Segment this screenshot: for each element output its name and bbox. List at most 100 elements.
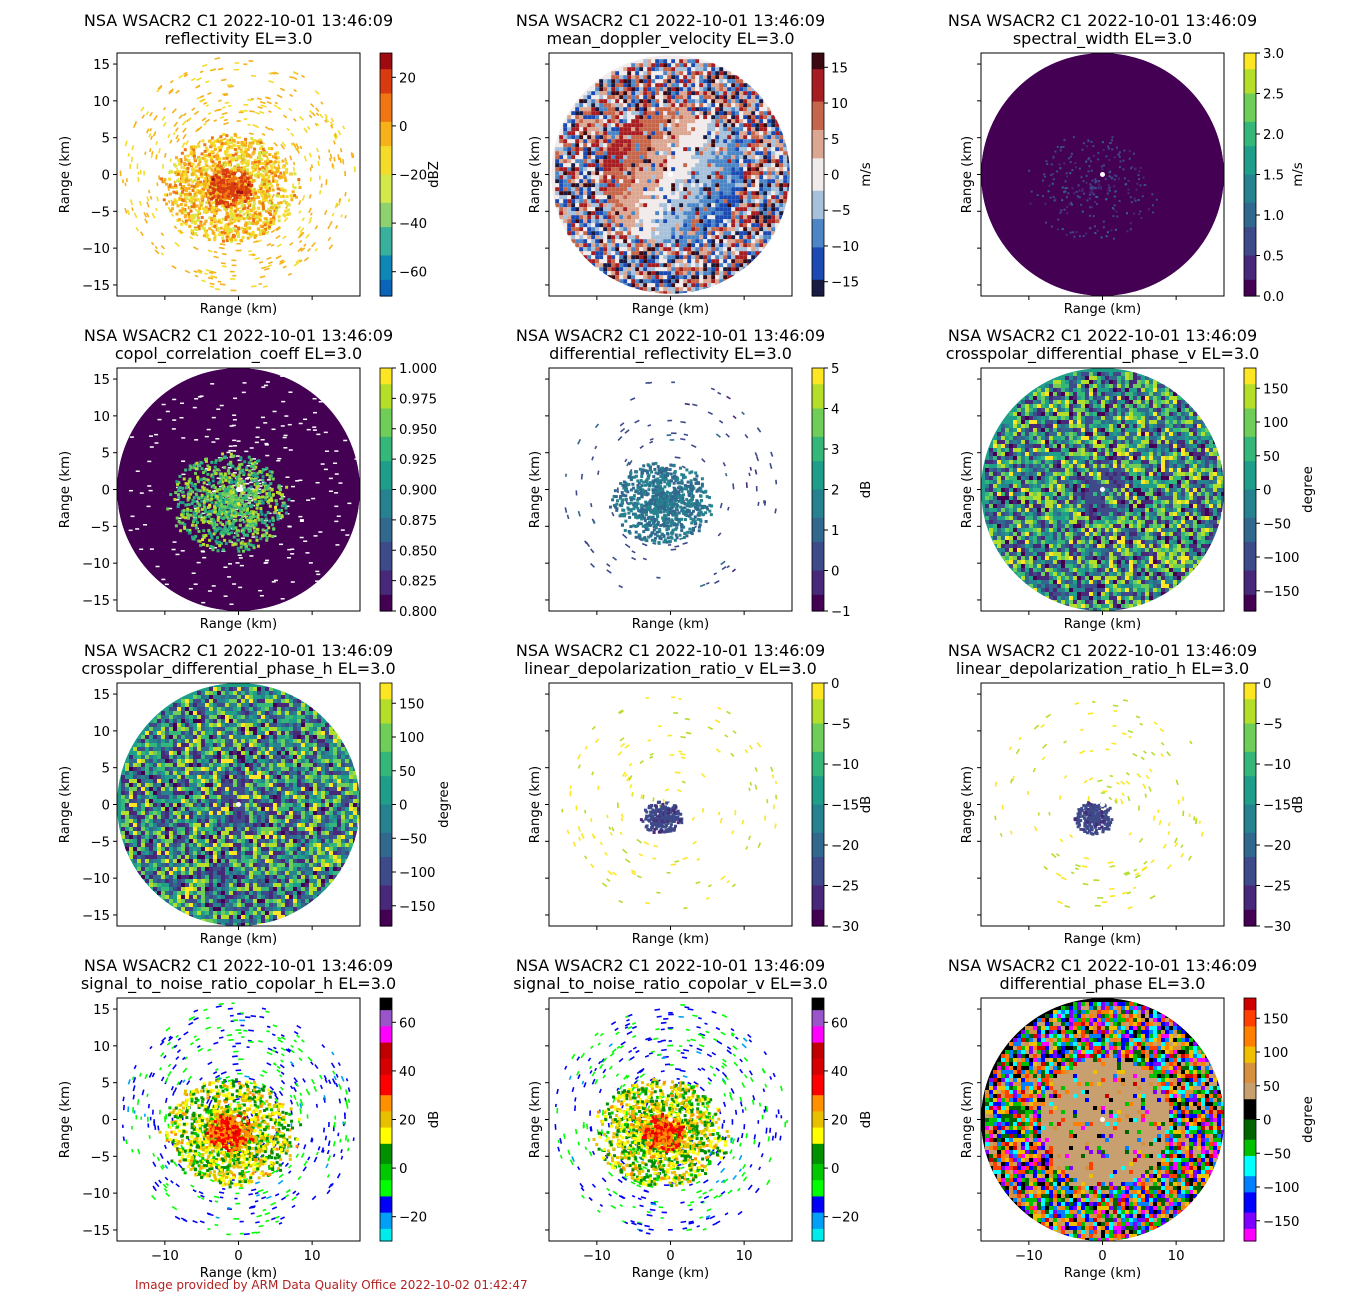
colorbar-tick-label: −100 <box>1263 551 1300 566</box>
colorbar-tick-label: −25 <box>1263 880 1291 895</box>
y-tick-label: 5 <box>102 447 110 462</box>
y-tick-label: 0 <box>102 799 110 814</box>
colorbar-tick-label: 0 <box>831 169 839 184</box>
x-axis-label: Range (km) <box>632 1266 709 1281</box>
panel-7: NSA WSACR2 C1 2022-10-01 13:46:09crosspo… <box>58 641 452 947</box>
colorbar: 0.0 0.5 1.0 1.5 2.0 2.5 3.0 m/s <box>1243 47 1306 305</box>
colorbar-tick-label: −20 <box>399 1211 427 1226</box>
colorbar-tick-label: 10 <box>831 97 848 112</box>
x-tick-label: 10 <box>304 1249 321 1264</box>
y-tick-label: 10 <box>93 1040 110 1055</box>
colorbar-tick-label: 0.825 <box>399 575 437 590</box>
colorbar-tick-label: 0.5 <box>1263 250 1284 265</box>
y-axis-label: Range (km) <box>960 136 975 213</box>
colorbar-tick-label: −30 <box>1263 920 1291 935</box>
x-axis-label: Range (km) <box>1064 302 1141 317</box>
y-axis-label: Range (km) <box>58 766 73 843</box>
colorbar-tick-label: 20 <box>399 71 416 86</box>
colorbar-tick-label: 0 <box>399 799 407 814</box>
colorbar-label: m/s <box>859 162 874 186</box>
radar-location-marker <box>1100 802 1105 807</box>
colorbar-tick-label: 50 <box>1263 1080 1280 1095</box>
x-tick-label: 0 <box>666 1249 674 1264</box>
colorbar-tick-label: 2.0 <box>1263 128 1284 143</box>
colorbar-tick-label: 0 <box>831 1162 839 1177</box>
panel-subtitle: mean_doppler_velocity EL=3.0 <box>547 29 795 49</box>
colorbar-tick-label: 0 <box>1263 484 1271 499</box>
radar-field <box>119 57 356 292</box>
colorbar-tick-label: −10 <box>1263 758 1291 773</box>
colorbar-tick-label: −50 <box>399 832 427 847</box>
panel-title: NSA WSACR2 C1 2022-10-01 13:46:09 <box>516 641 825 660</box>
colorbar-tick-label: 0.900 <box>399 484 437 499</box>
panel-title: NSA WSACR2 C1 2022-10-01 13:46:09 <box>516 326 825 345</box>
colorbar-tick-label: 100 <box>1263 1046 1288 1061</box>
colorbar-tick-label: 0 <box>399 120 407 135</box>
panel-title: NSA WSACR2 C1 2022-10-01 13:46:09 <box>84 956 393 975</box>
y-tick-label: −5 <box>90 1150 110 1165</box>
panel-title: NSA WSACR2 C1 2022-10-01 13:46:09 <box>948 326 1257 345</box>
radar-location-marker <box>236 172 241 177</box>
colorbar-tick-label: 150 <box>1263 1012 1288 1027</box>
x-axis-label: Range (km) <box>1064 617 1141 632</box>
panel-title: NSA WSACR2 C1 2022-10-01 13:46:09 <box>84 11 393 30</box>
panel-3: NSA WSACR2 C1 2022-10-01 13:46:09spectra… <box>948 11 1306 317</box>
colorbar: −15 −10 −5 0 5 10 15 m/s <box>811 52 874 297</box>
radar-location-marker <box>668 172 673 177</box>
colorbar-label: dB <box>859 481 874 499</box>
panel-9: NSA WSACR2 C1 2022-10-01 13:46:09linear_… <box>948 641 1306 947</box>
colorbar-label: degree <box>1301 1096 1316 1143</box>
colorbar: 0.800 0.825 0.850 0.875 0.900 0.925 0.950 0.975… <box>379 362 437 620</box>
colorbar-label: m/s <box>1291 162 1306 186</box>
panel-title: NSA WSACR2 C1 2022-10-01 13:46:09 <box>84 326 393 345</box>
colorbar-tick-label: 0 <box>831 565 839 580</box>
y-tick-label: −15 <box>82 279 110 294</box>
colorbar: −150 −100 −50 0 50 100 150 degree <box>1243 367 1316 612</box>
y-tick-label: −10 <box>82 872 110 887</box>
colorbar-label: degree <box>437 781 452 828</box>
colorbar-tick-label: 150 <box>1263 382 1288 397</box>
colorbar-tick-label: 3 <box>831 443 839 458</box>
radar-location-marker <box>236 802 241 807</box>
y-axis-label: Range (km) <box>960 451 975 528</box>
radar-field <box>121 1002 355 1236</box>
radar-location-marker <box>1100 172 1105 177</box>
colorbar-tick-label: 0 <box>1263 677 1271 692</box>
y-tick-label: −10 <box>82 557 110 572</box>
colorbar-tick-label: 0.950 <box>399 423 437 438</box>
colorbar-tick-label: −1 <box>831 605 851 620</box>
colorbar-tick-label: −150 <box>1263 1215 1300 1230</box>
y-tick-label: 0 <box>102 1114 110 1129</box>
colorbar-tick-label: −25 <box>831 880 859 895</box>
colorbar-tick-label: −100 <box>399 866 436 881</box>
panel-title: NSA WSACR2 C1 2022-10-01 13:46:09 <box>948 641 1257 660</box>
y-axis-label: Range (km) <box>960 1081 975 1158</box>
panel-1: NSA WSACR2 C1 2022-10-01 13:46:09reflect… <box>58 11 442 317</box>
colorbar-tick-label: −40 <box>399 217 427 232</box>
y-axis-label: Range (km) <box>58 1081 73 1158</box>
colorbar-tick-label: 1 <box>831 524 839 539</box>
y-tick-label: −10 <box>82 1187 110 1202</box>
colorbar-tick-label: −15 <box>831 799 859 814</box>
colorbar: −150 −100 −50 0 50 100 150 degree <box>379 682 452 927</box>
radar-field <box>994 699 1204 910</box>
radar-field <box>564 381 778 589</box>
panel-8: NSA WSACR2 C1 2022-10-01 13:46:09linear_… <box>516 641 874 947</box>
x-tick-label: 0 <box>234 1249 242 1264</box>
colorbar-label: dBZ <box>427 161 442 188</box>
colorbar-tick-label: −5 <box>831 204 851 219</box>
colorbar: −30 −25 −20 −15 −10 −5 0 dB <box>1243 677 1306 935</box>
x-axis-label: Range (km) <box>200 932 277 947</box>
x-tick-label: 0 <box>1098 1249 1106 1264</box>
panel-title: NSA WSACR2 C1 2022-10-01 13:46:09 <box>948 11 1257 30</box>
colorbar-tick-label: −100 <box>1263 1181 1300 1196</box>
panel-subtitle: copol_correlation_coeff EL=3.0 <box>115 344 362 364</box>
colorbar-tick-label: −30 <box>831 920 859 935</box>
colorbar-tick-label: −20 <box>399 169 427 184</box>
colorbar-tick-label: 40 <box>399 1065 416 1080</box>
y-tick-label: −15 <box>82 594 110 609</box>
colorbar-tick-label: 0.0 <box>1263 290 1284 305</box>
colorbar: −150 −100 −50 0 50 100 150 degree <box>1243 997 1316 1242</box>
radar-location-marker <box>236 487 241 492</box>
